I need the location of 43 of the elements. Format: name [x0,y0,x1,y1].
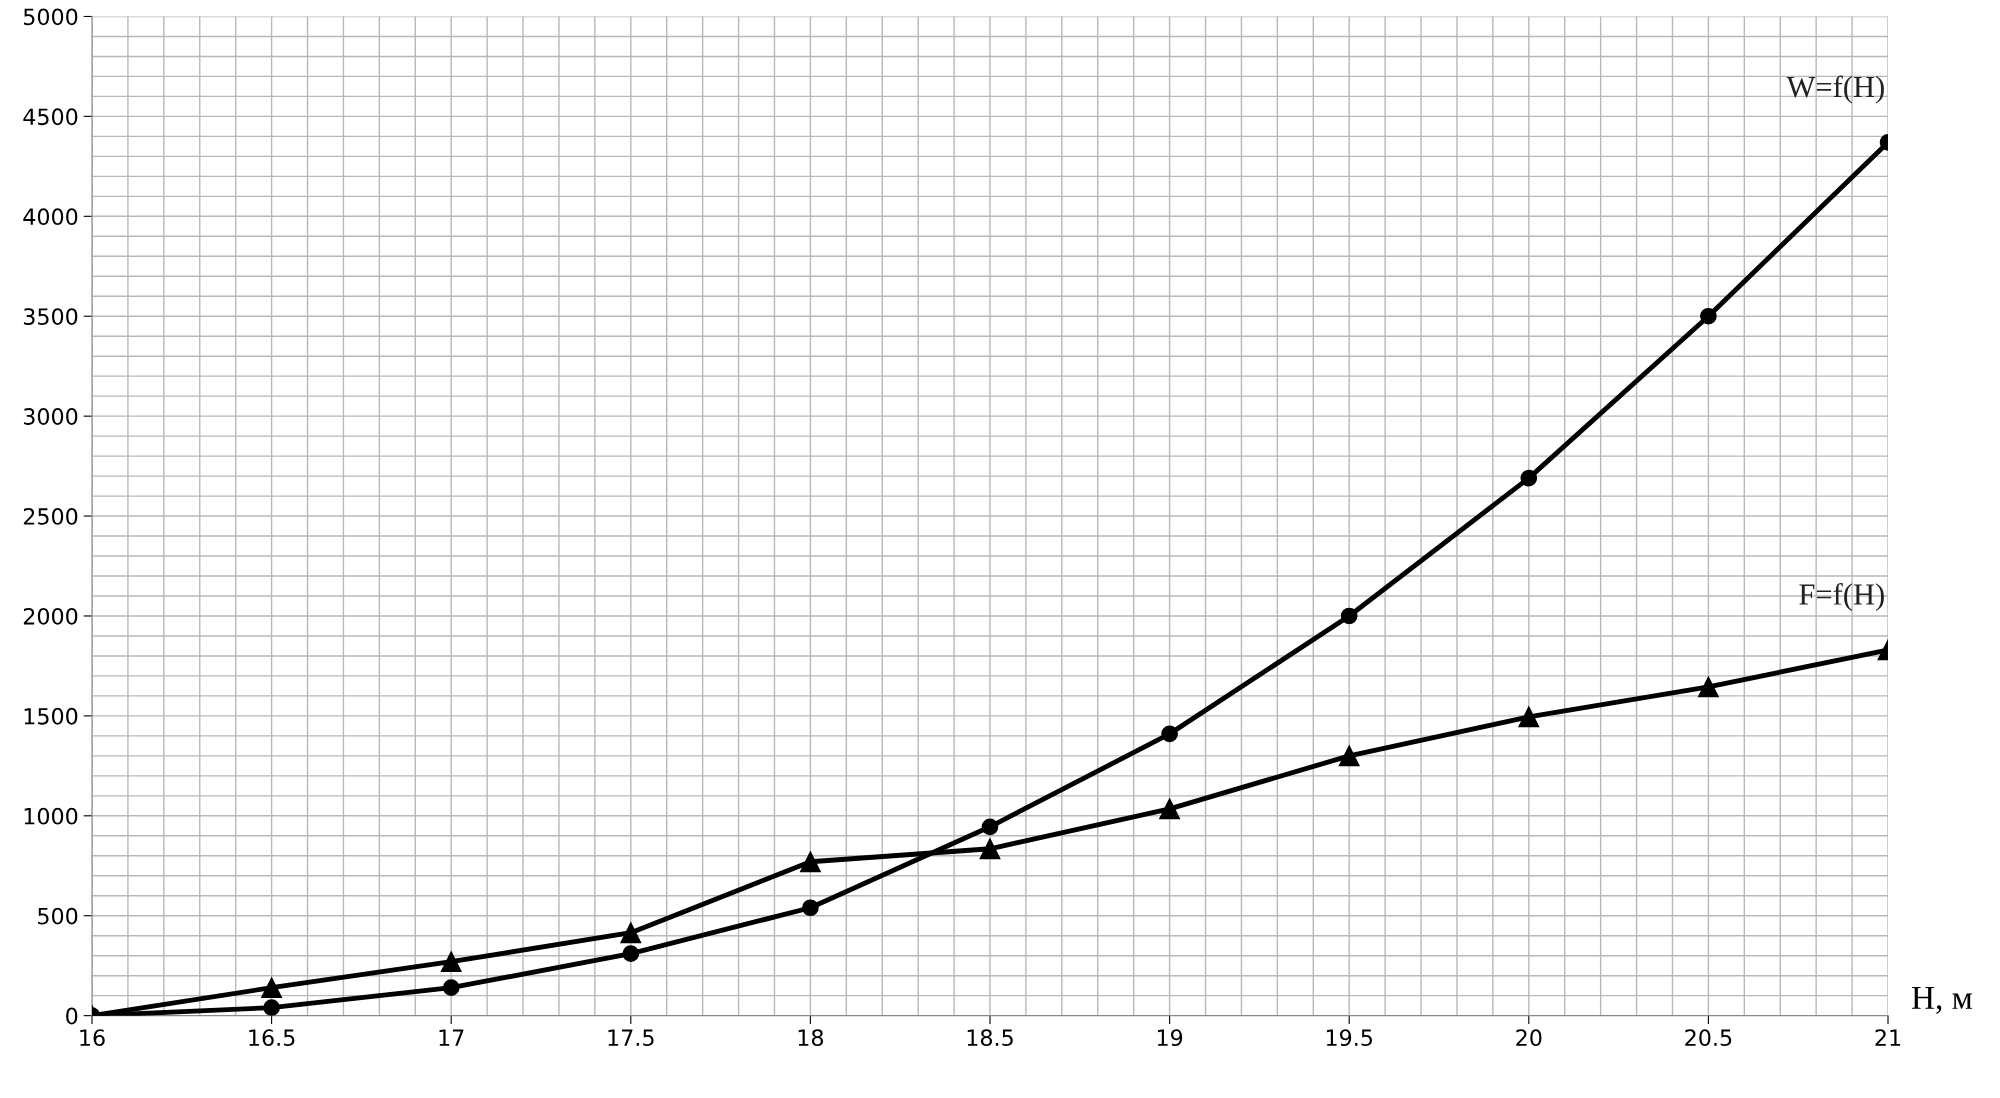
y-tick-label: 2500 [23,508,78,525]
x-tick-label: 19 [1157,1029,1183,1047]
y-tick-label: 500 [38,907,78,925]
x-tick-label: 20 [1516,1029,1542,1047]
y-tick-label: 3000 [23,408,78,425]
point [1518,706,1540,728]
y-tick-label: 4000 [23,208,78,226]
point [1697,676,1719,698]
point [622,945,640,963]
point [981,818,999,836]
x-tick-label: 18.5 [967,1029,1013,1047]
x-tick-label: 16 [80,1029,105,1047]
point [620,922,642,944]
x-tick-label: 16.5 [249,1029,295,1047]
x-tick-label: 21 [1875,1029,1901,1046]
y-tick-label: 4500 [23,108,78,126]
x-tick-label: 19.5 [1326,1029,1372,1047]
x-tick-label: 18 [798,1029,824,1047]
point [261,977,283,999]
point [1159,798,1181,820]
point [1520,469,1538,487]
point [1161,725,1178,743]
point [1338,745,1360,767]
series-label: W=f(H) [1786,75,1884,104]
y-tick-label: 1500 [24,707,78,725]
y-tick-label: 5000 [23,8,78,26]
y-tick-label: 3500 [23,308,78,325]
y-tick-label: 0 [66,1007,78,1025]
series-label: F=f(H) [1799,583,1884,612]
point [1700,307,1717,325]
x-tick-label: 20.5 [1685,1029,1732,1047]
point [1340,607,1358,625]
x-axis-title: H, м [1911,986,1973,1014]
y-tick-label: 1000 [24,807,78,825]
point [799,851,821,873]
point [802,899,819,917]
point [440,951,462,973]
x-tick-label: 17.5 [608,1029,654,1047]
point [979,838,1001,860]
point [442,979,460,997]
x-tick-label: 17 [439,1029,464,1046]
point [263,999,280,1016]
y-tick-label: 2000 [23,607,78,625]
